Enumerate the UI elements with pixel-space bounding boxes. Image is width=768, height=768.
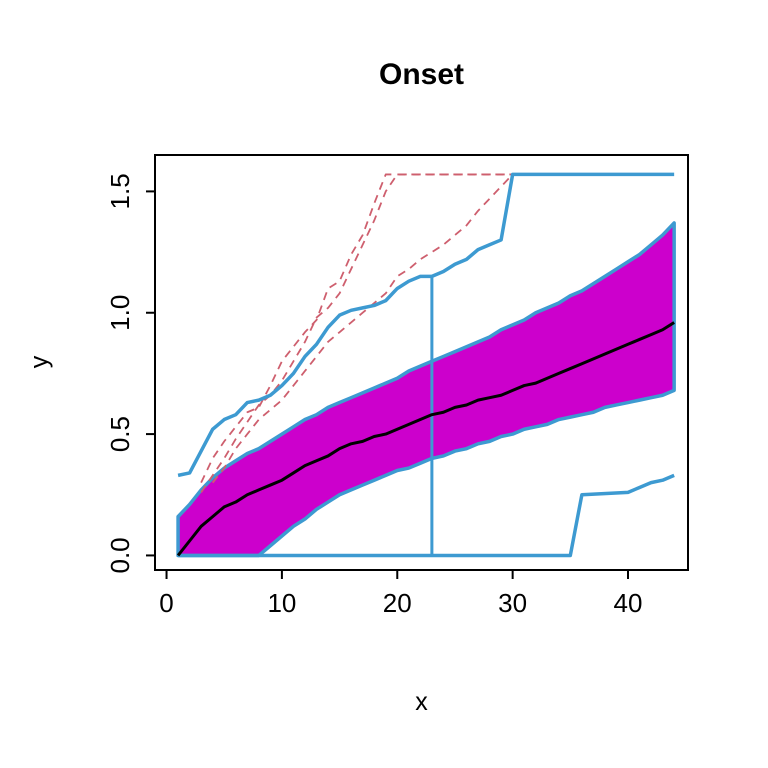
- confidence-band: [176, 221, 676, 558]
- x-tick-label: 0: [159, 588, 173, 618]
- series-median: [176, 321, 675, 557]
- y-tick-label: 0.0: [105, 537, 135, 573]
- x-tick-label: 30: [498, 588, 527, 618]
- y-tick-label: 1.0: [105, 295, 135, 331]
- series-dashed-replicate-2: [200, 173, 513, 493]
- series-upper-envelope: [177, 172, 675, 478]
- x-tick-label: 20: [383, 588, 412, 618]
- series-dashed-replicate-1: [200, 173, 513, 484]
- chart-title: Onset: [378, 58, 465, 91]
- y-tick-label: 0.5: [105, 416, 135, 452]
- plot-box: [154, 154, 689, 571]
- y-tick-label: 1.5: [105, 173, 135, 209]
- y-axis-label: y: [25, 355, 54, 369]
- series-lower-envelope: [178, 473, 675, 558]
- x-tick-label: 40: [614, 588, 643, 618]
- x-tick-label: 10: [267, 588, 296, 618]
- x-axis-label: x: [415, 688, 428, 716]
- series-dashed-replicate-3: [211, 173, 514, 484]
